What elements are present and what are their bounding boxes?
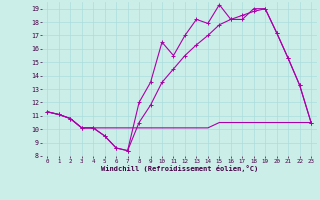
X-axis label: Windchill (Refroidissement éolien,°C): Windchill (Refroidissement éolien,°C) [100, 165, 258, 172]
